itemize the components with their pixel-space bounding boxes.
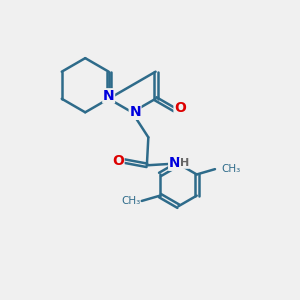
Text: N: N [129,105,141,119]
Text: CH₃: CH₃ [121,196,140,206]
Text: N: N [103,89,115,103]
Text: H: H [180,158,189,168]
Text: N: N [169,156,180,170]
Text: O: O [112,154,124,168]
Text: CH₃: CH₃ [221,164,241,174]
Text: O: O [174,101,186,115]
